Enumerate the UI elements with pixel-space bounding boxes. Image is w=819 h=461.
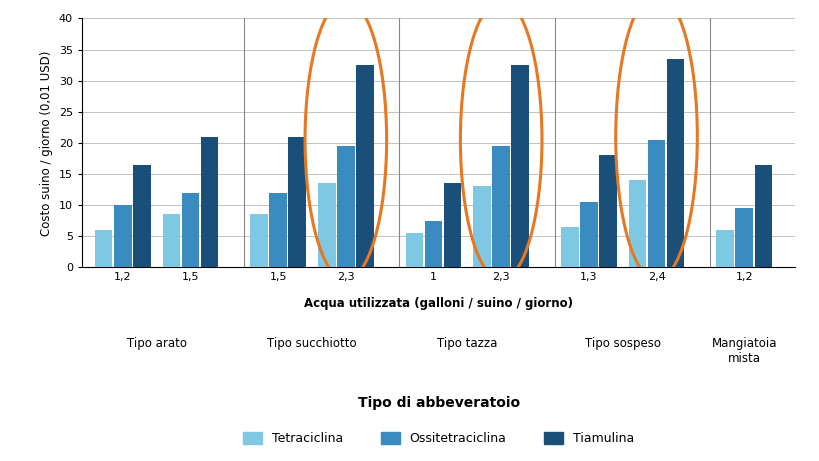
Bar	[424, 221, 441, 267]
Text: Tipo succhiotto: Tipo succhiotto	[267, 337, 356, 349]
Bar	[114, 205, 131, 267]
Bar	[337, 146, 354, 267]
Text: Tipo tazza: Tipo tazza	[437, 337, 497, 349]
Text: Acqua utilizzata (galloni / suino / giorno): Acqua utilizzata (galloni / suino / gior…	[304, 297, 572, 310]
Bar	[288, 137, 305, 267]
Bar	[491, 146, 509, 267]
Y-axis label: Costo suino / giorno (0,01 USD): Costo suino / giorno (0,01 USD)	[40, 50, 53, 236]
Bar	[182, 193, 199, 267]
Bar	[443, 183, 461, 267]
Bar	[735, 208, 752, 267]
Bar	[405, 233, 423, 267]
Bar	[560, 227, 578, 267]
Bar	[511, 65, 528, 267]
Bar	[162, 214, 180, 267]
Bar	[269, 193, 287, 267]
Bar	[95, 230, 112, 267]
Bar	[250, 214, 268, 267]
Bar	[716, 230, 733, 267]
Text: Tipo arato: Tipo arato	[126, 337, 187, 349]
Bar	[599, 155, 616, 267]
Bar	[753, 165, 771, 267]
Bar	[318, 183, 335, 267]
Text: Tipo sospeso: Tipo sospeso	[584, 337, 660, 349]
Bar	[666, 59, 684, 267]
Text: Mangiatoia
mista: Mangiatoia mista	[711, 337, 776, 365]
Bar	[473, 187, 491, 267]
Bar	[579, 202, 597, 267]
Legend: Tetraciclina, Ossitetraciclina, Tiamulina: Tetraciclina, Ossitetraciclina, Tiamulin…	[238, 426, 638, 450]
Bar	[355, 65, 373, 267]
Bar	[133, 165, 151, 267]
Bar	[201, 137, 218, 267]
Text: Tipo di abbeveratoio: Tipo di abbeveratoio	[357, 396, 519, 410]
Bar	[647, 140, 664, 267]
Bar	[628, 180, 645, 267]
